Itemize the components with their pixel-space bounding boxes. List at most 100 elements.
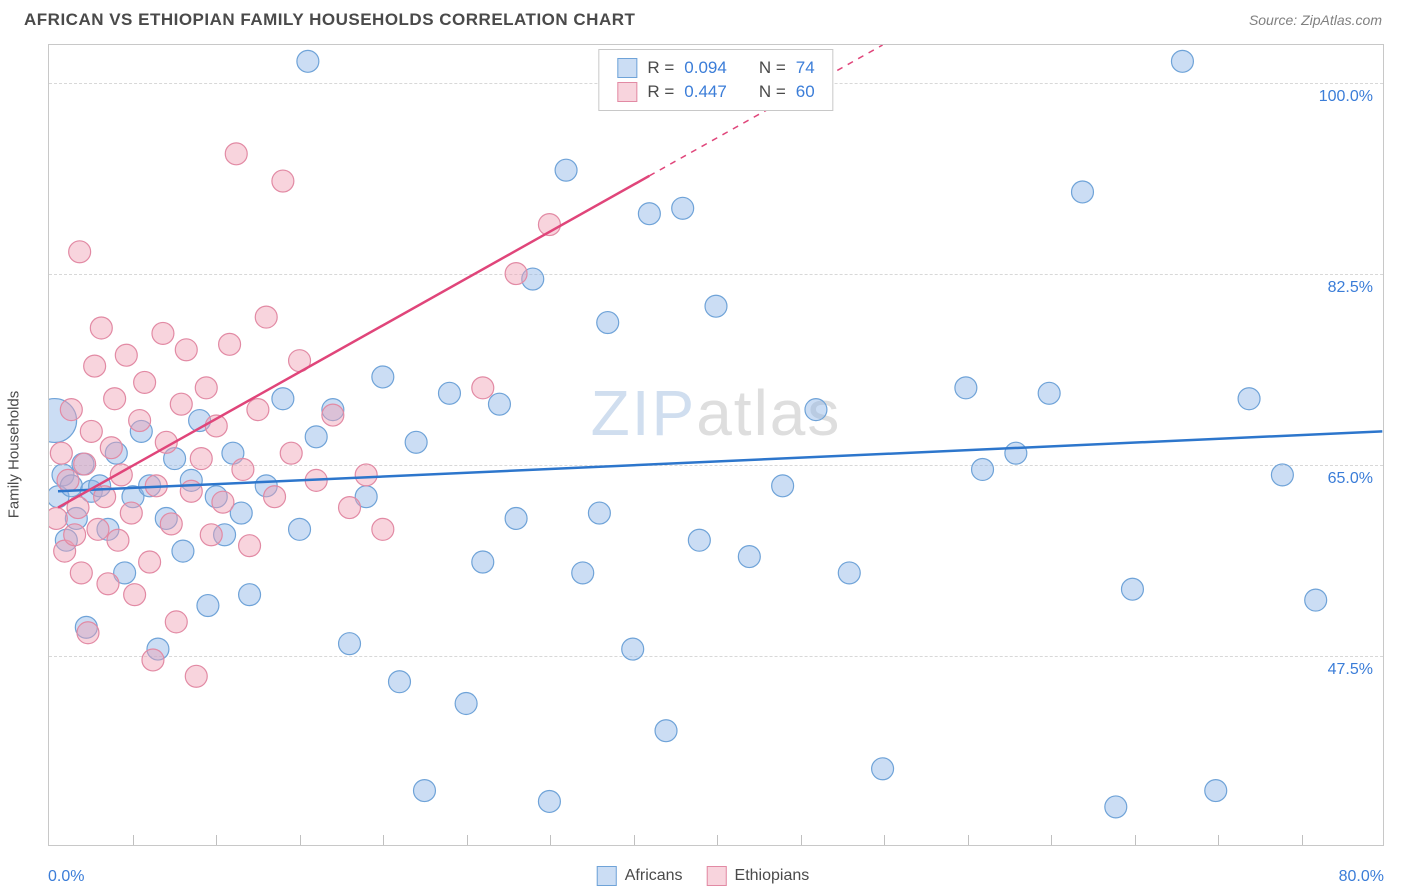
legend-r-label: R = (647, 82, 674, 102)
y-axis-label: Family Households (6, 391, 23, 519)
data-point (239, 535, 261, 557)
legend-r-value: 0.094 (684, 58, 727, 78)
legend-swatch (617, 58, 637, 78)
data-point (1205, 780, 1227, 802)
data-point (472, 551, 494, 573)
data-point (622, 638, 644, 660)
data-point (472, 377, 494, 399)
data-point (738, 546, 760, 568)
data-point (97, 573, 119, 595)
data-point (572, 562, 594, 584)
data-point (372, 518, 394, 540)
data-point (289, 518, 311, 540)
data-point (1121, 578, 1143, 600)
data-point (170, 393, 192, 415)
regression-line (58, 431, 1382, 491)
data-point (57, 469, 79, 491)
data-point (264, 486, 286, 508)
data-point (180, 480, 202, 502)
data-point (1171, 50, 1193, 72)
data-point (955, 377, 977, 399)
data-point (1271, 464, 1293, 486)
chart-title: AFRICAN VS ETHIOPIAN FAMILY HOUSEHOLDS C… (24, 10, 635, 30)
data-point (280, 442, 302, 464)
data-point (355, 464, 377, 486)
data-point (74, 453, 96, 475)
data-point (1072, 181, 1094, 203)
x-axis-min-label: 0.0% (48, 868, 84, 886)
data-point (339, 633, 361, 655)
data-point (139, 551, 161, 573)
legend-label: Africans (625, 867, 683, 885)
data-point (124, 584, 146, 606)
data-point (672, 197, 694, 219)
data-point (305, 426, 327, 448)
data-point (87, 518, 109, 540)
data-point (69, 241, 91, 263)
regression-line (58, 176, 649, 508)
data-point (488, 393, 510, 415)
legend-swatch (617, 82, 637, 102)
data-point (49, 507, 67, 529)
legend-n-label: N = (759, 58, 786, 78)
data-point (185, 665, 207, 687)
data-point (172, 540, 194, 562)
legend-r-label: R = (647, 58, 674, 78)
data-point (389, 671, 411, 693)
data-point (77, 622, 99, 644)
data-point (872, 758, 894, 780)
data-point (1005, 442, 1027, 464)
legend-n-value: 60 (796, 82, 815, 102)
data-point (972, 459, 994, 481)
data-point (134, 371, 156, 393)
legend-r-value: 0.447 (684, 82, 727, 102)
data-point (225, 143, 247, 165)
data-point (272, 388, 294, 410)
data-point (115, 344, 137, 366)
data-point (239, 584, 261, 606)
data-point (414, 780, 436, 802)
legend-row: R = 0.447 N = 60 (617, 80, 814, 104)
data-point (772, 475, 794, 497)
data-point (100, 437, 122, 459)
data-point (142, 649, 164, 671)
data-point (1038, 382, 1060, 404)
data-point (339, 497, 361, 519)
legend-n-label: N = (759, 82, 786, 102)
data-point (538, 790, 560, 812)
legend-label: Ethiopians (735, 867, 810, 885)
data-point (705, 295, 727, 317)
x-axis-max-label: 80.0% (1339, 868, 1384, 886)
data-point (129, 410, 151, 432)
data-point (232, 459, 254, 481)
data-point (212, 491, 234, 513)
data-point (80, 420, 102, 442)
data-point (805, 399, 827, 421)
data-point (505, 263, 527, 285)
data-point (247, 399, 269, 421)
data-point (50, 442, 72, 464)
legend-swatch (707, 866, 727, 886)
data-point (272, 170, 294, 192)
data-point (90, 317, 112, 339)
data-point (195, 377, 217, 399)
data-point (838, 562, 860, 584)
data-point (107, 529, 129, 551)
data-point (405, 431, 427, 453)
data-point (555, 159, 577, 181)
data-point (438, 382, 460, 404)
data-point (84, 355, 106, 377)
data-point (60, 399, 82, 421)
data-point (255, 306, 277, 328)
legend-row: R = 0.094 N = 74 (617, 56, 814, 80)
data-point (505, 507, 527, 529)
data-point (152, 322, 174, 344)
data-point (688, 529, 710, 551)
data-point (1305, 589, 1327, 611)
data-point (120, 502, 142, 524)
data-point (104, 388, 126, 410)
data-point (455, 693, 477, 715)
legend-n-value: 74 (796, 58, 815, 78)
data-point (160, 513, 182, 535)
data-point (1238, 388, 1260, 410)
